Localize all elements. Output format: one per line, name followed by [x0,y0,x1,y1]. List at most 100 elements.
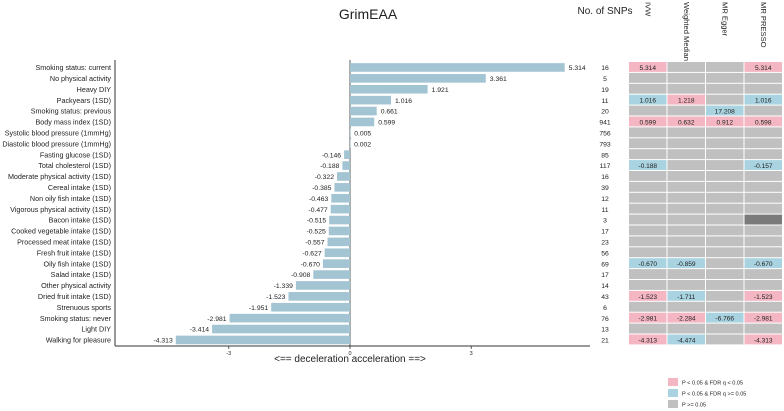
category-label: Vigorous physical activity (1SD) [10,205,111,214]
snp-count: 56 [601,250,609,257]
heatmap-cell [667,247,705,258]
data-label: -0.477 [308,207,327,214]
data-label: 3.361 [490,76,507,83]
heatmap-cell [667,269,705,279]
heatmap-cell [629,323,667,334]
heatmap-cell [667,72,705,83]
snp-count: 6 [603,305,607,312]
heatmap-cell [744,312,782,323]
heatmap-cell [667,323,705,334]
category-label: Fasting glucose (1SD) [40,150,111,159]
category-label: Salad intake (1SD) [51,270,111,279]
heatmap-cell [667,192,705,203]
heatmap-cell [744,323,782,334]
snp-column-header: No. of SNPs [577,6,632,17]
data-label: 1.016 [395,98,412,105]
heatmap-cell [706,116,744,127]
heatmap-column-header: MR Egger [720,2,729,37]
heatmap-cell [706,312,744,323]
bar [330,204,350,214]
heatmap-cell [744,236,782,247]
heatmap-cell [744,105,782,116]
bar [342,161,350,170]
data-label: -0.670 [301,261,320,268]
snp-count: 16 [601,65,609,72]
snp-count: 39 [601,185,609,192]
legend-swatch [668,400,678,408]
snp-count: 21 [601,338,609,345]
data-label: -0.908 [291,272,310,279]
category-label: Dried fruit intake (1SD) [38,292,111,301]
heatmap-cell-value: -4.474 [677,337,696,344]
heatmap-cell [629,236,667,247]
snp-count: 19 [601,87,609,94]
data-label: -0.557 [305,239,324,246]
heatmap-column-header: MR PRESSO [759,2,768,48]
plot-area: -3 0 3 Smoking status: current 5.314 16 No phy… [2,60,611,357]
heatmap-cell [629,258,667,269]
heatmap-cell [744,160,782,170]
heatmap-cell [629,149,667,160]
heatmap-cell [706,258,744,269]
category-label: Light DIY [81,325,111,334]
heatmap-cell [706,225,744,236]
category-label: Cooked vegetable intake (1SD) [11,227,111,236]
category-label: Processed meat intake (1SD) [17,237,111,246]
bar [334,183,350,192]
category-label: Heavy DIY [77,85,112,94]
heatmap-cell-value: -1.523 [754,294,773,301]
bar [350,95,392,105]
heatmap-cell-value: -2.284 [677,316,696,323]
heatmap-cell [667,290,705,301]
heatmap-cell [744,269,782,279]
heatmap-column-header: IVW [643,2,652,17]
chart-title: GrimEAA [339,6,398,22]
heatmap-cell [629,105,667,116]
bar [350,117,375,127]
heatmap-cell [706,105,744,116]
heatmap-cell [629,171,667,181]
legend-swatch [668,378,678,386]
snp-count: 11 [601,98,608,105]
heatmap-cell [667,127,705,138]
data-label: -0.322 [315,174,334,181]
heatmap-cell [706,83,744,94]
snp-count: 14 [601,283,609,290]
snp-count: 756 [599,130,611,137]
heatmap-cell [629,280,667,290]
heatmap-cell [629,116,667,127]
heatmap-cell-value: -4.313 [754,337,773,344]
heatmap-cell [706,181,744,192]
category-label: Oily fish intake (1SD) [43,259,111,268]
heatmap-cell [629,83,667,94]
heatmap-cell [744,203,782,214]
heatmap-cell-value: -0.859 [677,261,696,268]
heatmap-cell [744,181,782,192]
bar [336,172,350,181]
data-label: 0.005 [354,130,371,137]
category-label: Smoking status: never [40,314,112,323]
heatmap-cell [744,192,782,203]
data-label: 5.314 [569,65,586,72]
heatmap-cell [667,203,705,214]
heatmap-cell [629,290,667,301]
heatmap-cell [667,334,705,345]
heatmap-cell [629,334,667,345]
snp-count: 43 [601,294,609,301]
snp-count: 17 [601,272,609,279]
bar [350,139,351,149]
heatmap-cell-value: -0.670 [638,261,657,268]
snp-count: 76 [601,316,609,323]
bar [288,292,350,301]
heatmap-cell [629,192,667,203]
data-label: 0.661 [381,109,398,116]
heatmap-cell [667,214,705,225]
heatmap-cell-value: 1.016 [639,98,656,105]
heatmap-cell [744,116,782,127]
heatmap-cell [667,105,705,116]
bar [350,63,565,72]
snp-count: 793 [599,141,611,148]
data-label: -0.385 [312,185,331,192]
category-label: Total cholesterol (1SD) [38,161,111,170]
heatmap-cell [667,301,705,312]
